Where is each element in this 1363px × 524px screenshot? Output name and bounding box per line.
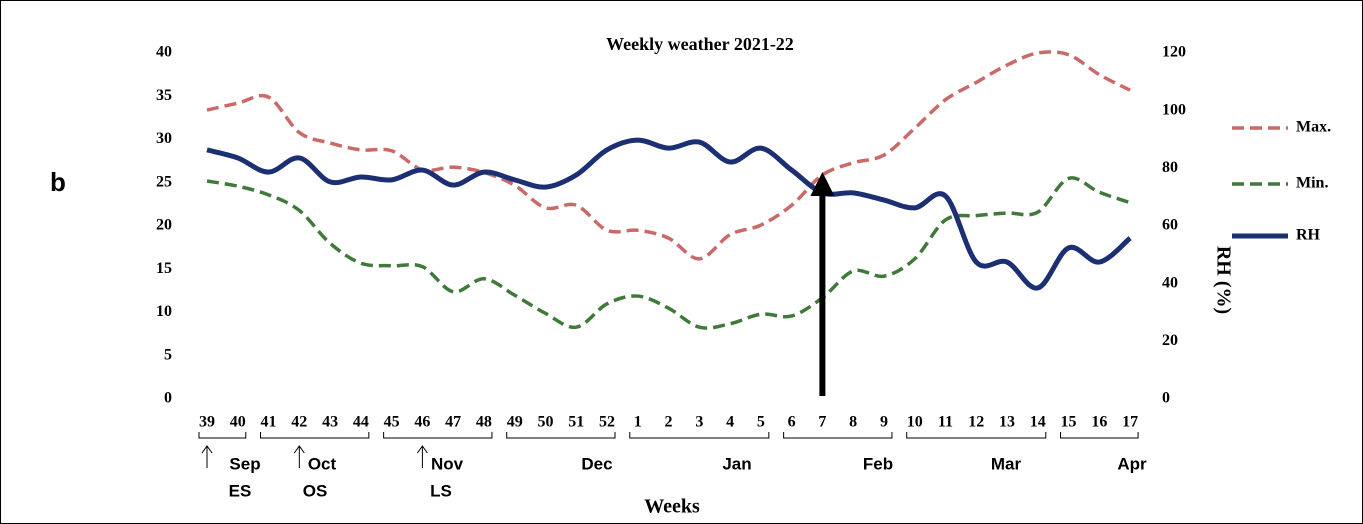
x-tick-label: 1 [634,414,642,431]
y-tick-label: 5 [164,346,172,363]
series-line [206,176,1131,330]
stage-label: LS [430,481,452,500]
y2-tick-label: 20 [1162,332,1178,349]
chart-title: Weekly weather 2021-22 [606,34,794,54]
y2-tick-label: 100 [1162,101,1186,118]
x-tick-label: 3 [695,414,703,431]
x-tick-label: 39 [199,414,215,431]
month-label: Nov [431,454,464,473]
x-tick-label: 43 [322,414,338,431]
x-tick-label: 7 [818,414,826,431]
y2-tick-label: 80 [1162,159,1178,176]
month-bracket [383,432,493,439]
y-tick-label: 15 [156,260,172,277]
y-tick-label: 30 [156,130,172,147]
legend-label: Min. [1296,175,1328,192]
month-label: Jan [722,454,751,473]
x-tick-label: 10 [907,414,923,431]
y-tick-label: 10 [156,303,172,320]
month-label: Apr [1117,454,1147,473]
stage-label: ES [229,481,252,500]
x-tick-label: 45 [384,414,400,431]
x-tick-label: 2 [665,414,673,431]
month-bracket [783,432,893,439]
x-tick-label: 16 [1091,414,1107,431]
x-tick-label: 15 [1061,414,1077,431]
x-tick-label: 12 [968,414,984,431]
x-tick-label: 5 [757,414,765,431]
month-label: Mar [991,454,1022,473]
y2-tick-label: 0 [1162,390,1170,407]
y-tick-label: 20 [156,217,172,234]
x-tick-label: 48 [476,414,492,431]
series-line [206,137,1132,291]
y-tick-label: 35 [156,87,172,104]
series-line [206,50,1131,261]
month-bracket [906,432,1047,439]
y-tick-label: 40 [156,44,172,61]
y-tick-label: 25 [156,173,172,190]
stage-arrow [201,445,213,468]
x-tick-label: 41 [261,414,277,431]
x-tick-label: 14 [1030,414,1046,431]
y2-axis-label: RH (%) [1212,246,1234,314]
x-tick-label: 50 [537,414,553,431]
month-label: Oct [308,454,337,473]
stage-label: OS [303,481,328,500]
y2-tick-label: 60 [1162,217,1178,234]
month-bracket [260,432,370,439]
month-label: Sep [229,454,260,473]
highlight-arrow-head [810,172,835,196]
x-tick-label: 51 [568,414,584,431]
legend-label: RH [1296,227,1321,244]
month-bracket [629,432,770,439]
x-tick-label: 13 [999,414,1015,431]
x-tick-label: 6 [788,414,796,431]
month-bracket [506,432,616,439]
month-label: Feb [863,454,893,473]
y2-tick-label: 40 [1162,274,1178,291]
x-tick-label: 40 [230,414,246,431]
x-tick-label: 46 [414,414,430,431]
y2-tick-label: 120 [1162,44,1186,61]
x-tick-label: 42 [291,414,307,431]
stage-arrow [293,445,305,468]
x-tick-label: 49 [507,414,523,431]
x-tick-label: 17 [1122,414,1138,431]
legend-label: Max. [1296,119,1331,136]
month-label: Dec [581,454,612,473]
month-bracket [1060,432,1139,439]
x-tick-label: 47 [445,414,461,431]
x-tick-label: 8 [849,414,857,431]
stage-arrow [416,445,428,468]
month-bracket [198,432,247,439]
x-axis-label: Weeks [644,496,700,518]
x-tick-label: 4 [726,414,734,431]
panel-label: b [50,167,66,197]
x-tick-label: 44 [353,414,369,431]
y-tick-label: 0 [164,390,172,407]
x-tick-label: 9 [880,414,888,431]
x-tick-label: 52 [599,414,615,431]
x-tick-label: 11 [938,414,953,431]
